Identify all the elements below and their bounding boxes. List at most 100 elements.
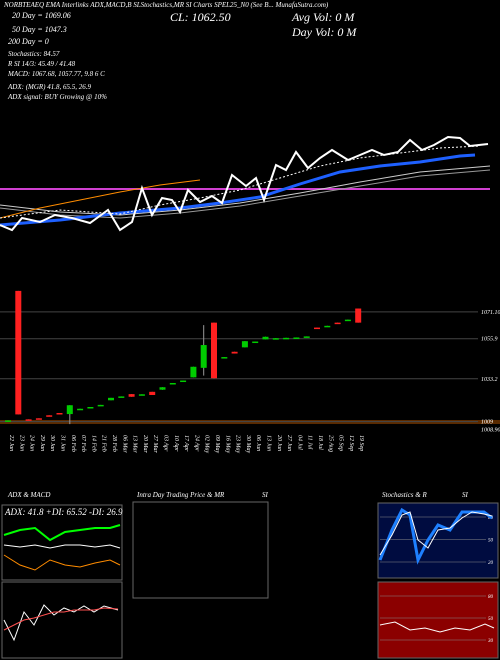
candle-body [334, 322, 341, 325]
macd-panel [1, 581, 123, 659]
x-tick-label: 10 Apr [173, 435, 179, 452]
x-tick-label: 27 Mar [152, 435, 158, 453]
candle-body [283, 337, 290, 340]
candle-body [180, 380, 187, 383]
candle-body [77, 408, 84, 411]
x-tick-label: 17 Apr [183, 435, 189, 452]
candle-body [252, 341, 259, 344]
candle-body [25, 419, 32, 421]
macd: MACD: 1067.68, 1057.77, 9.8 6 C [7, 70, 105, 78]
x-tick-label: 04 Jul [296, 435, 303, 450]
candle-panel: 1071.10 1055.9 1033.2 1009 1008.90 22 Jan 23 J… [0, 290, 500, 453]
x-tick-label: 06 Mar [121, 435, 127, 453]
candle-body [118, 396, 125, 398]
candle-body [128, 394, 135, 397]
ema20: 20 Day = 1069.06 [12, 11, 71, 20]
x-tick-label: 02 May [204, 435, 210, 453]
rsi-axis: 80 50 30 [380, 595, 494, 644]
candle-body [314, 327, 320, 330]
x-tick-label: 21 Feb [101, 435, 107, 452]
x-tick-label: 24 Apr [193, 435, 200, 452]
x-tick-label: 31 Jan [60, 434, 66, 451]
x-tick-label: 06 Feb [70, 435, 76, 452]
x-tick-label: 11 Jul [307, 435, 313, 450]
candle-body [303, 336, 310, 338]
adx-line [3, 544, 121, 549]
y-tick-label: 1008.90 [481, 428, 500, 434]
stochastics-panel [377, 502, 499, 579]
x-tick-label: 13 Jun [266, 435, 272, 451]
x-tick-label: 06 Jun [255, 435, 261, 451]
candle-body [56, 413, 63, 415]
panel-title: SI [462, 491, 469, 499]
x-tick-label: 23 Jan [18, 435, 24, 451]
close-line [0, 135, 489, 232]
panel-title: Intra Day Trading Price & MR [136, 491, 225, 499]
candle-body [46, 415, 53, 417]
rsi-line [379, 621, 495, 633]
candle-body [221, 357, 228, 359]
day-volume: Day Vol: 0 M [291, 25, 357, 39]
candle-body [324, 325, 331, 328]
x-tick-label: 27 Jun [286, 435, 292, 451]
y-tick-label: 1071.10 [481, 310, 500, 316]
panel-title: Stochastics & R [382, 491, 427, 499]
adx: ADX: (MGR) 41.8, 65.5, 26.9 [7, 83, 92, 91]
candle-body [87, 407, 94, 409]
stochastics: Stochastics: 84.57 [8, 50, 60, 58]
candle-body [5, 420, 11, 422]
candle-body [355, 308, 362, 323]
rsi: R SI 14/3: 45.49 / 41.48 [7, 60, 76, 68]
candle-body [35, 418, 42, 420]
tick-label: 30 [488, 639, 494, 644]
ema-band [0, 169, 491, 219]
x-tick-label: 19 Sep [358, 435, 364, 451]
x-tick-label: 24 Jan [29, 435, 36, 451]
x-tick-label: 05 Sep [338, 435, 344, 451]
candle-body [66, 405, 73, 415]
candle-body [169, 383, 176, 385]
rsi-panel [377, 581, 499, 659]
stoch-d [379, 511, 493, 556]
candle-body [108, 397, 114, 401]
x-tick-label: 03 Apr [163, 435, 169, 452]
y-tick-label: 1009 [481, 419, 493, 425]
pdi-line [3, 524, 121, 542]
ema50: 50 Day = 1047.3 [12, 25, 67, 34]
x-tick-label: 28 Feb [111, 435, 117, 452]
x-tick-label: 12 Sep [348, 435, 354, 451]
banner: NORBTEAEQ EMA Interlinks ADX,MACD,B SLSt… [3, 1, 329, 9]
x-tick-label: 20 Jun [276, 435, 282, 451]
signal-line [3, 607, 119, 631]
y-tick-label: 1033.2 [481, 377, 498, 383]
x-tick-label: 29 Jan [39, 435, 45, 451]
candle-body [293, 337, 300, 339]
x-tick-label: 16 May [224, 435, 230, 453]
y-tick-label: 1055.9 [481, 337, 498, 343]
x-tick-label: 22 Jan [8, 435, 14, 451]
candle-body [97, 404, 104, 407]
price-panel [0, 135, 491, 232]
intraday-panel [132, 501, 269, 599]
candle-body [231, 351, 238, 354]
candle-body [272, 338, 279, 340]
x-tick-label: 23 May [235, 435, 241, 453]
tick-label: 50 [488, 617, 494, 622]
candle-body [149, 391, 156, 395]
ema-band [0, 165, 491, 216]
candle-body [262, 336, 269, 340]
candle-body [344, 319, 351, 322]
adx-reading: ADX: 41.8 +DI: 65.52 -DI: 26.9 [4, 507, 123, 517]
panel-title: SI [262, 491, 269, 499]
ema-line [0, 179, 201, 219]
candle-body [138, 394, 145, 396]
x-tick-label: 18 Jul [317, 435, 323, 450]
x-tick-label: 25 Aug [327, 435, 333, 452]
x-tick-label: 13 Mar [132, 435, 138, 453]
x-tick-label: 30 Jan [49, 434, 55, 451]
adx-signal: ADX signal: BUY Growing @ 10% [7, 93, 107, 101]
x-tick-label: 14 Feb [90, 435, 97, 452]
tick-label: 20 [488, 561, 494, 566]
